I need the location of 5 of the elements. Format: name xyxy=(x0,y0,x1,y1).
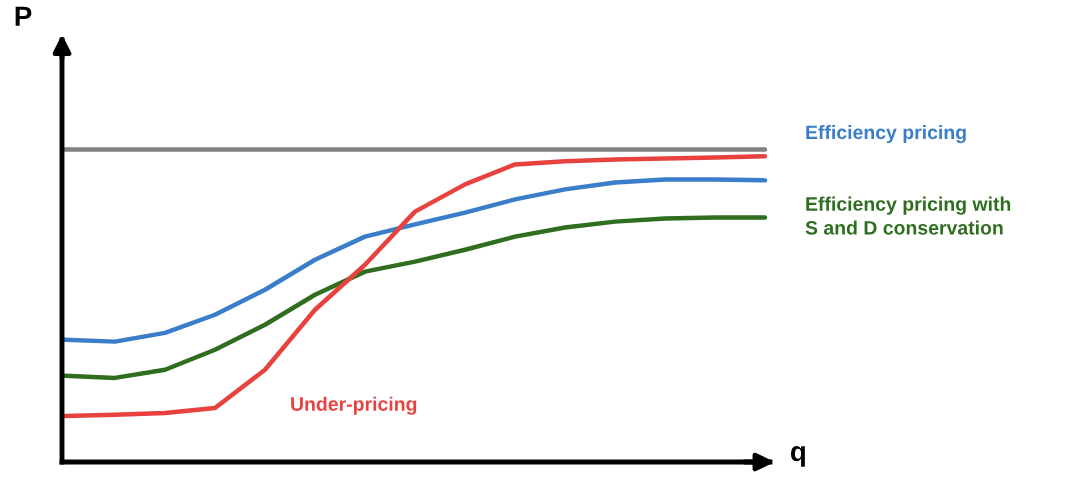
text: Efficiency pricing with S and D conservation xyxy=(805,196,1011,235)
text: Efficiency pricing xyxy=(806,124,966,144)
series-label: Under-pricing xyxy=(291,396,417,415)
y-axis-title: P xyxy=(15,6,32,26)
x-axis-title: q xyxy=(790,446,805,467)
